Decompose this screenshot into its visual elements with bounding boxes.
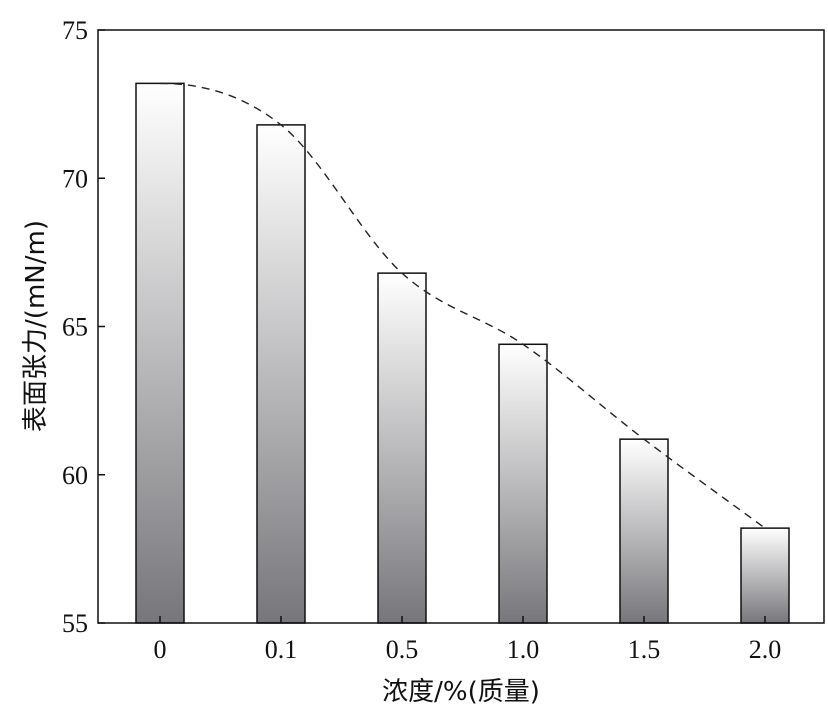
x-tick-label: 0.1 [265,635,298,664]
bar-1.0 [498,343,548,624]
y-axis: 55 60 65 70 75 [62,16,105,638]
bar-1.5 [619,438,669,624]
y-tick-label: 60 [62,461,88,490]
bar-0 [135,82,185,624]
x-tick-label: 0.5 [386,635,419,664]
bar-0.5 [377,272,427,624]
y-tick-label: 75 [62,16,88,45]
x-tick-label: 2.0 [749,635,782,664]
plot-frame [97,29,825,624]
y-tick-label: 70 [62,164,88,193]
x-tick-label: 1.5 [628,635,661,664]
x-axis-title: 浓度/%(质量) [382,677,540,707]
bars [135,82,790,624]
x-tick-label: 1.0 [507,635,540,664]
trend-line [159,82,766,529]
y-axis-title: 表面张力/(mN/m) [21,220,51,432]
y-tick-label: 55 [62,609,88,638]
bar-0.1 [256,124,306,624]
bar-2.0 [740,527,790,624]
x-axis: 0 0.1 0.5 1.0 1.5 2.0 [154,616,782,664]
x-tick-label: 0 [154,635,167,664]
y-tick-label: 65 [62,313,88,342]
